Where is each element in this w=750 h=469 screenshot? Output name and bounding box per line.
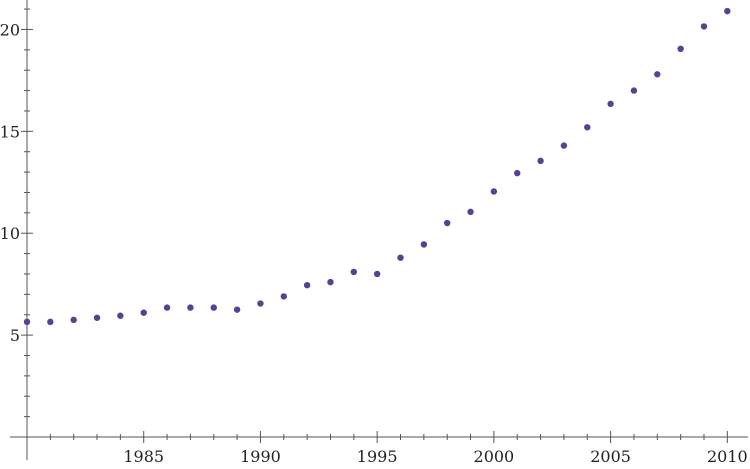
data-point [467,208,474,216]
data-point [700,23,708,30]
data-point [70,316,77,324]
data-point [117,312,124,319]
data-point [677,45,684,53]
data-point [280,293,287,300]
x-tick-label: 1990 [240,447,281,466]
x-tick-label: 2010 [707,447,748,466]
data-point [373,270,381,278]
data-point [47,318,54,326]
data-point [514,169,521,177]
data-point [607,100,614,108]
data-point [584,124,591,131]
data-point [490,188,498,195]
data-point [724,7,731,15]
data-point [93,314,101,321]
data-point [23,318,31,326]
data-point [187,304,194,311]
tick-labels: 1985 1990 1995 2000 2005 2010 5 10 15 20 [0,20,748,466]
x-tick-label: 2005 [590,447,631,466]
data-point [537,157,544,165]
data-point [654,71,661,78]
data-point [630,87,638,94]
data-point [303,281,311,289]
axis-ticks [21,8,728,443]
x-tick-label: 2000 [474,447,515,466]
data-point [420,241,428,248]
y-tick-label: 5 [10,326,20,345]
data-point [560,142,568,149]
y-tick-label: 20 [0,20,20,39]
data-point [233,306,241,313]
y-tick-label: 15 [0,122,20,141]
data-point [210,304,217,311]
data-point [443,219,451,227]
data-point [397,254,404,261]
y-tick-label: 10 [0,224,20,243]
x-tick-label: 1995 [357,447,398,466]
data-point [163,304,171,311]
data-point [257,300,264,307]
data-point [350,268,358,276]
data-points [23,7,731,326]
x-tick-label: 1985 [123,447,164,466]
data-point [327,278,334,286]
axes [10,0,748,460]
data-point [140,309,147,316]
